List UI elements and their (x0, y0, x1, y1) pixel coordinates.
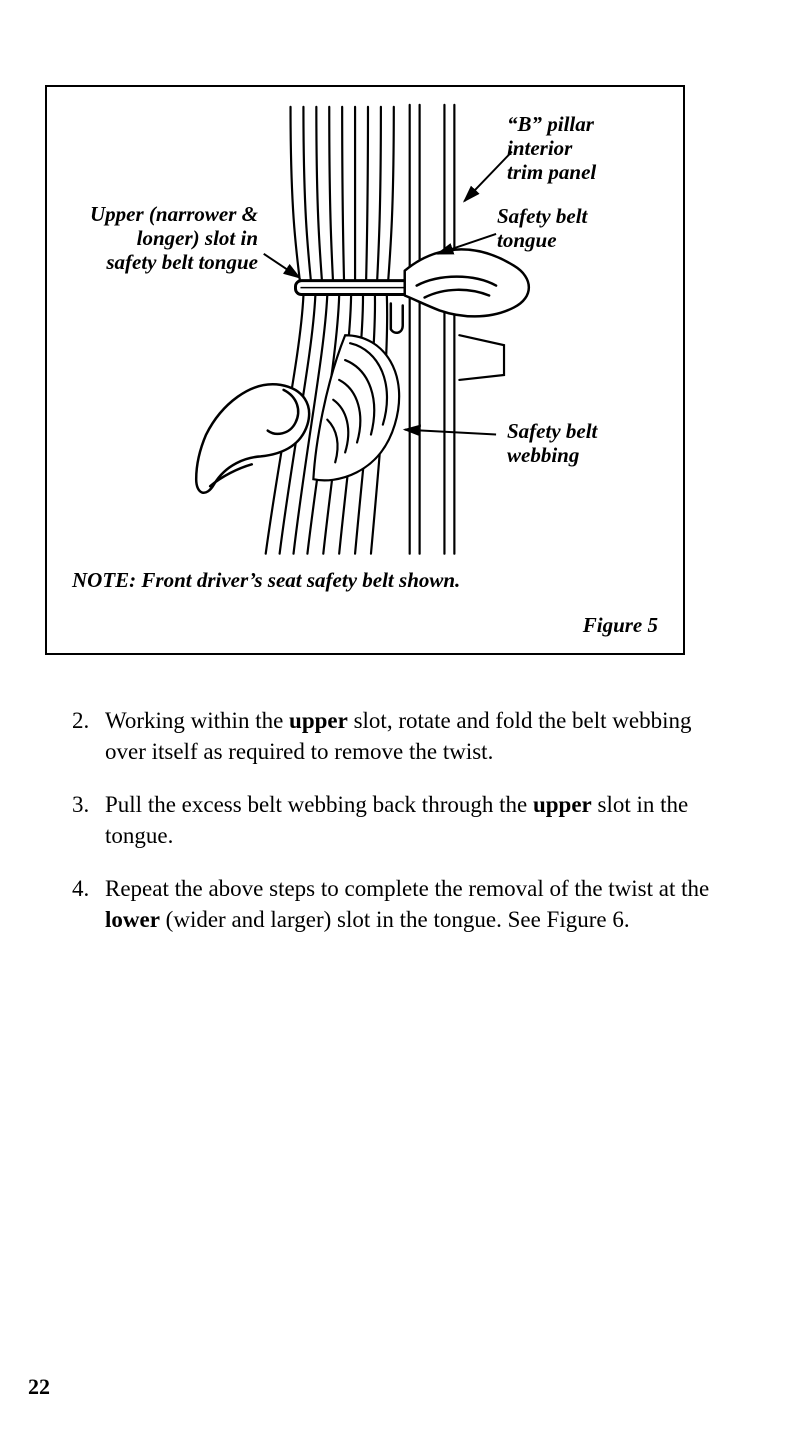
manual-page: “B” pillar interior trim panel Safety be… (0, 0, 792, 1455)
figure-caption: Figure 5 (583, 613, 658, 638)
figure-5-box: “B” pillar interior trim panel Safety be… (45, 85, 685, 655)
label-belt-webbing: Safety belt webbing (507, 419, 597, 467)
step-2: Working within the upper slot, rotate an… (95, 705, 717, 767)
label-upper-slot: Upper (narrower & longer) slot in safety… (90, 202, 258, 274)
label-b-pillar: “B” pillar interior trim panel (507, 112, 596, 184)
step-4: Repeat the above steps to complete the r… (95, 873, 717, 935)
label-belt-tongue: Safety belt tongue (497, 204, 587, 252)
figure-note: NOTE: Front driver’s seat safety belt sh… (72, 568, 460, 593)
page-number: 22 (28, 1374, 50, 1400)
instruction-list: Working within the upper slot, rotate an… (55, 705, 717, 935)
step-3: Pull the excess belt webbing back throug… (95, 789, 717, 851)
